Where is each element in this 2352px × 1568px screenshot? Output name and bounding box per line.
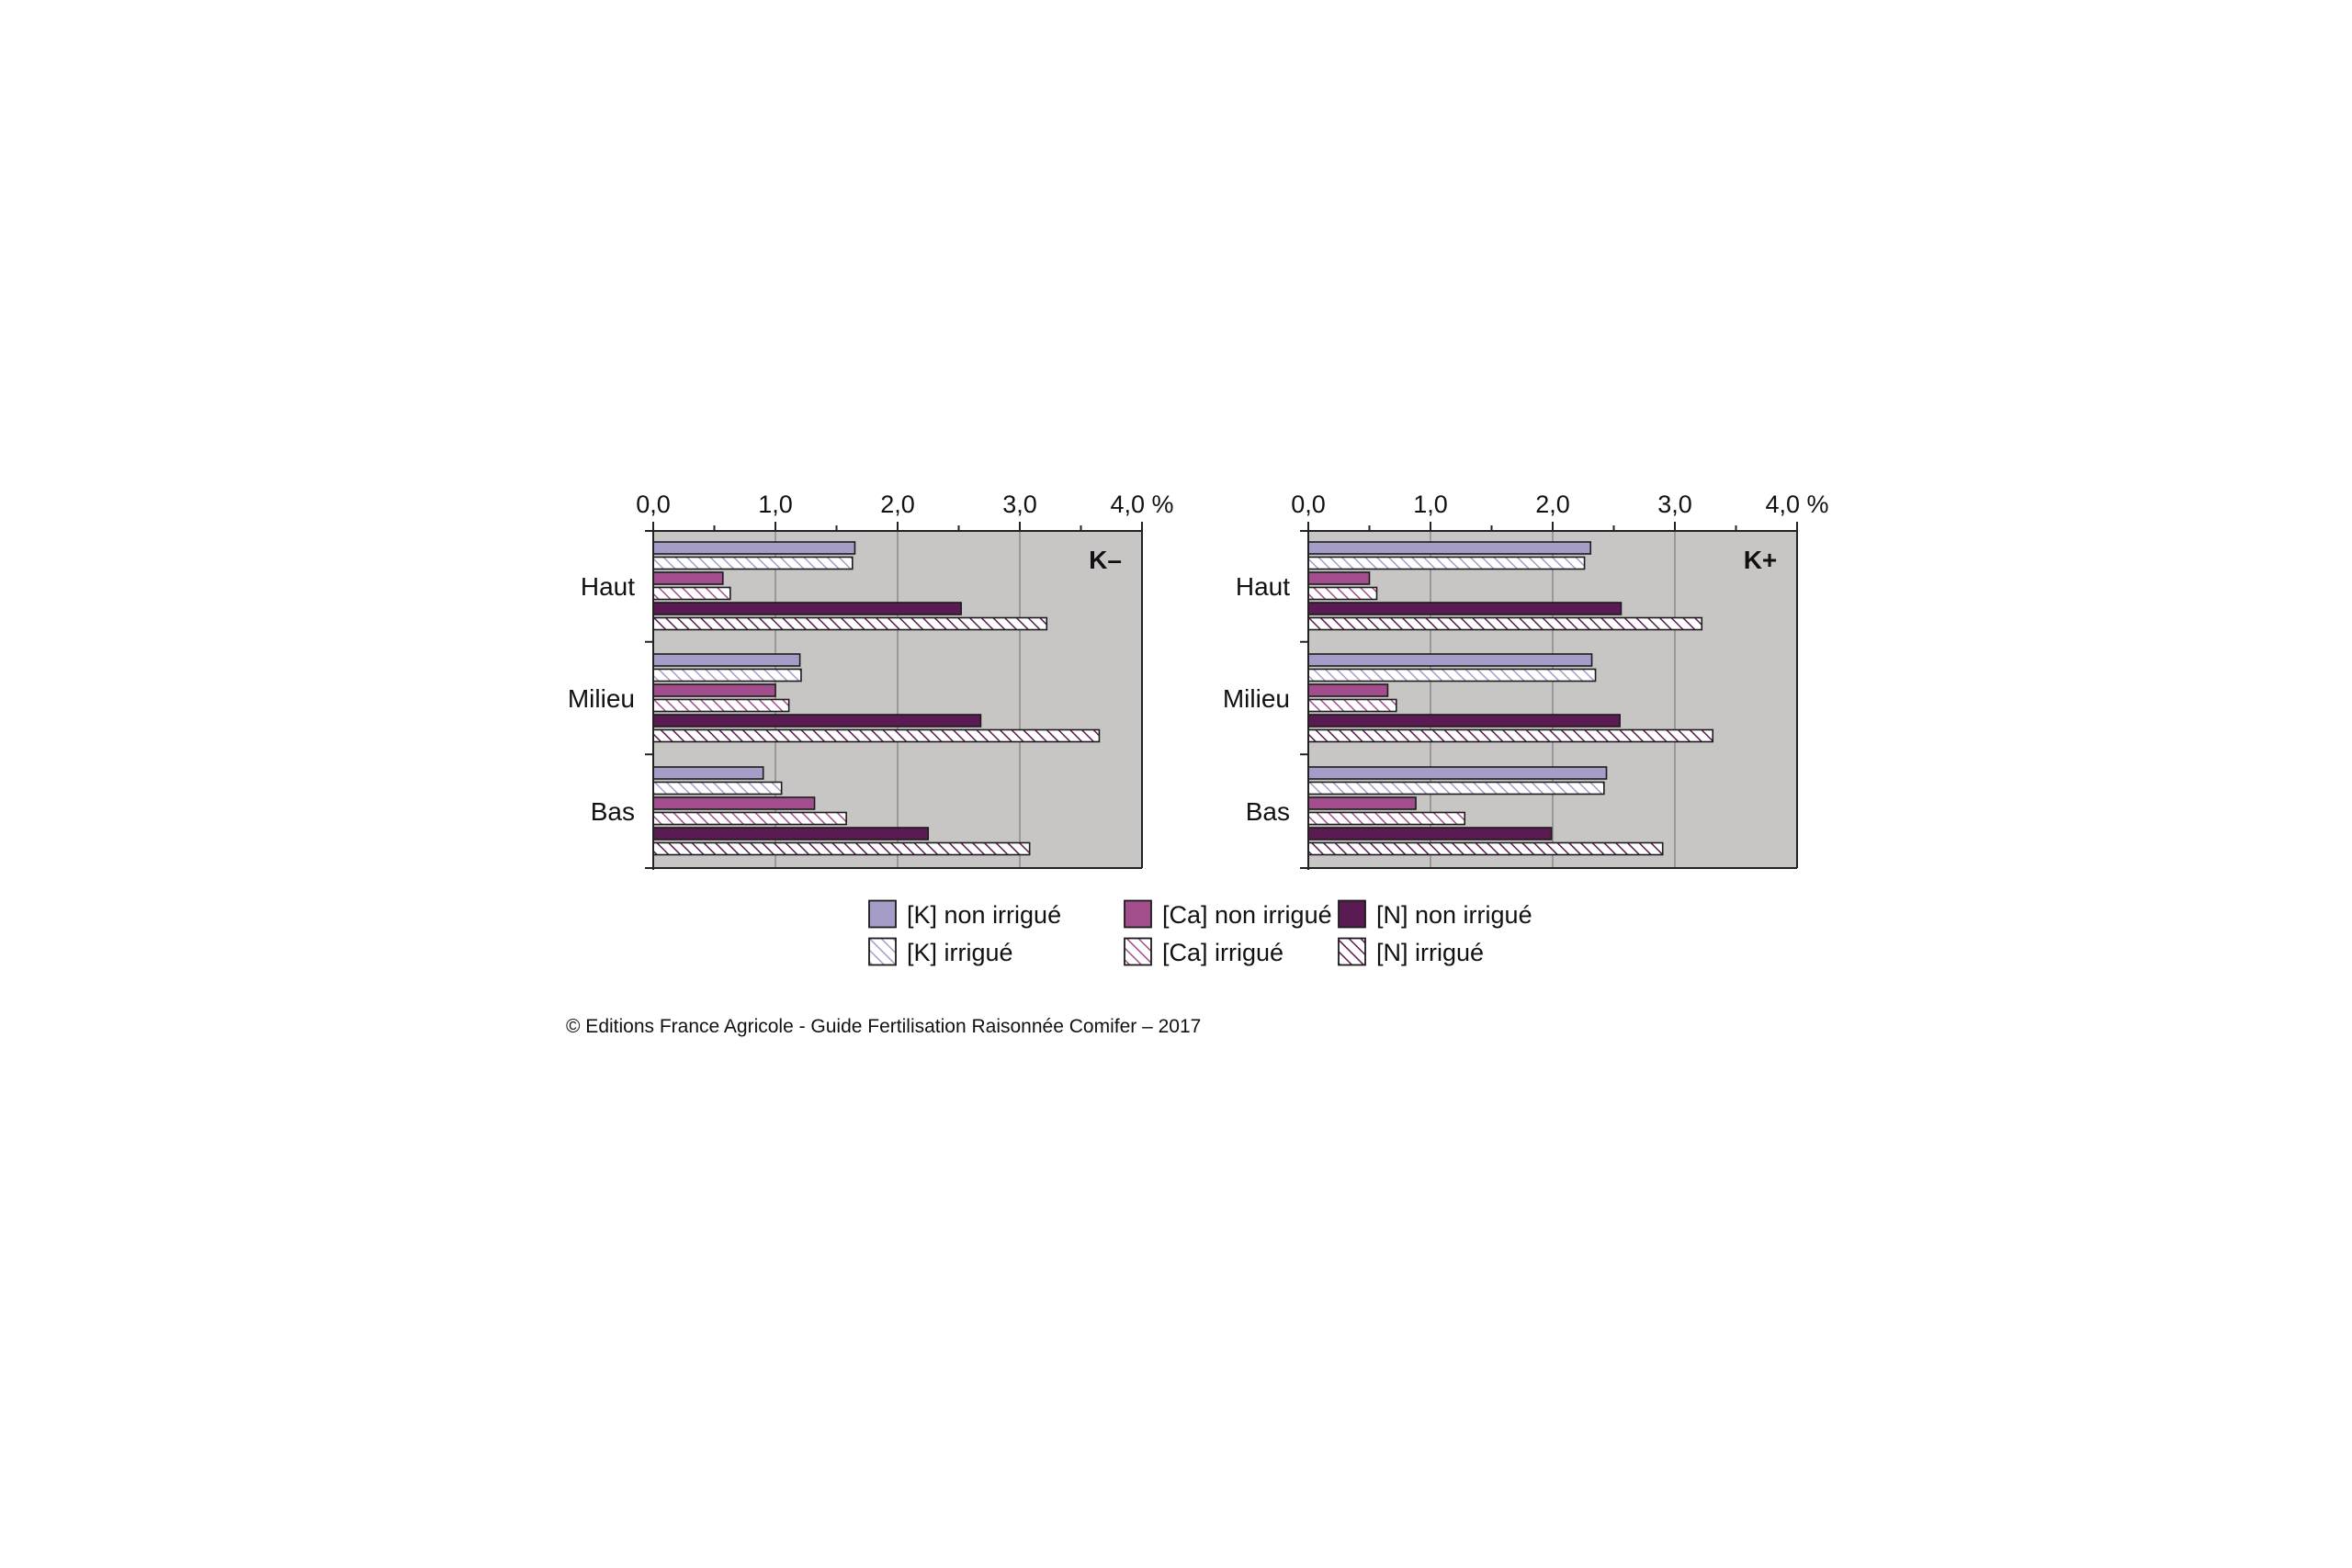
bar [1307,714,1621,728]
legend-label: [K] irrigué [907,939,1013,966]
bar [1307,571,1371,585]
bar [652,796,816,810]
bar [1307,668,1597,682]
x-tick-label: 1,0 [1413,491,1448,518]
bar [1307,796,1417,810]
bar [652,683,776,697]
legend-label: [N] non irrigué [1376,901,1532,929]
legend-label: [N] irrigué [1376,939,1484,966]
bar [652,616,1048,631]
category-label: Milieu [568,684,635,713]
bar [652,811,847,826]
x-tick-label: 4,0 % [1765,491,1828,518]
legend-label: [Ca] irrigué [1162,939,1283,966]
bar [652,541,856,555]
bar [652,766,764,780]
legend-swatch [868,937,897,966]
bar [1307,541,1592,555]
bar [652,698,790,713]
chart-panel-k-minus: 0,0 1,0 2,0 3,0 4,0 % Haut Milieu Bas K– [568,491,1174,870]
bar [1307,728,1714,743]
bar [652,827,930,840]
chart-panel-k-plus: 0,0 1,0 2,0 3,0 4,0 % Haut Milieu Bas K+ [1223,491,1829,870]
x-tick-label: 1,0 [758,491,793,518]
bar [652,653,801,667]
category-label: Bas [591,797,635,826]
bar [1307,602,1623,615]
category-label: Haut [1236,572,1290,601]
bar [652,781,783,795]
bar [652,668,802,682]
bar [652,841,1031,856]
bar [1307,683,1389,697]
bar [1307,556,1586,570]
bar [1307,586,1378,601]
bar [652,571,724,585]
legend-swatch [868,899,897,929]
x-tick-label: 0,0 [636,491,671,518]
x-tick-label: 4,0 % [1110,491,1173,518]
legend-swatch [1124,937,1152,966]
legend: [K] non irrigué [Ca] non irrigué [N] non i… [868,899,1532,966]
x-tick-label: 2,0 [1535,491,1570,518]
legend-swatch [1124,899,1152,929]
bar [652,728,1101,743]
credit-text: © Editions France Agricole - Guide Ferti… [566,1016,1201,1037]
category-label: Haut [581,572,635,601]
bar [1307,766,1608,780]
category-label: Milieu [1223,684,1290,713]
bar [1307,698,1397,713]
bar [652,714,982,728]
bar [1307,616,1703,631]
bar [1307,781,1605,795]
bar [652,602,962,615]
panel-label: K– [1089,546,1122,574]
bar [1307,841,1664,856]
x-tick-label: 0,0 [1291,491,1326,518]
x-tick-label: 3,0 [1657,491,1692,518]
x-tick-label: 3,0 [1002,491,1037,518]
bar [1307,827,1553,840]
category-label: Bas [1246,797,1290,826]
bar [652,586,731,601]
bar [1307,653,1593,667]
legend-swatch [1338,899,1366,929]
legend-swatch [1338,937,1366,966]
legend-label: [Ca] non irrigué [1162,901,1332,929]
legend-label: [K] non irrigué [907,901,1061,929]
bar [652,556,854,570]
x-tick-label: 2,0 [880,491,915,518]
bar [1307,811,1466,826]
panel-label: K+ [1744,546,1778,574]
